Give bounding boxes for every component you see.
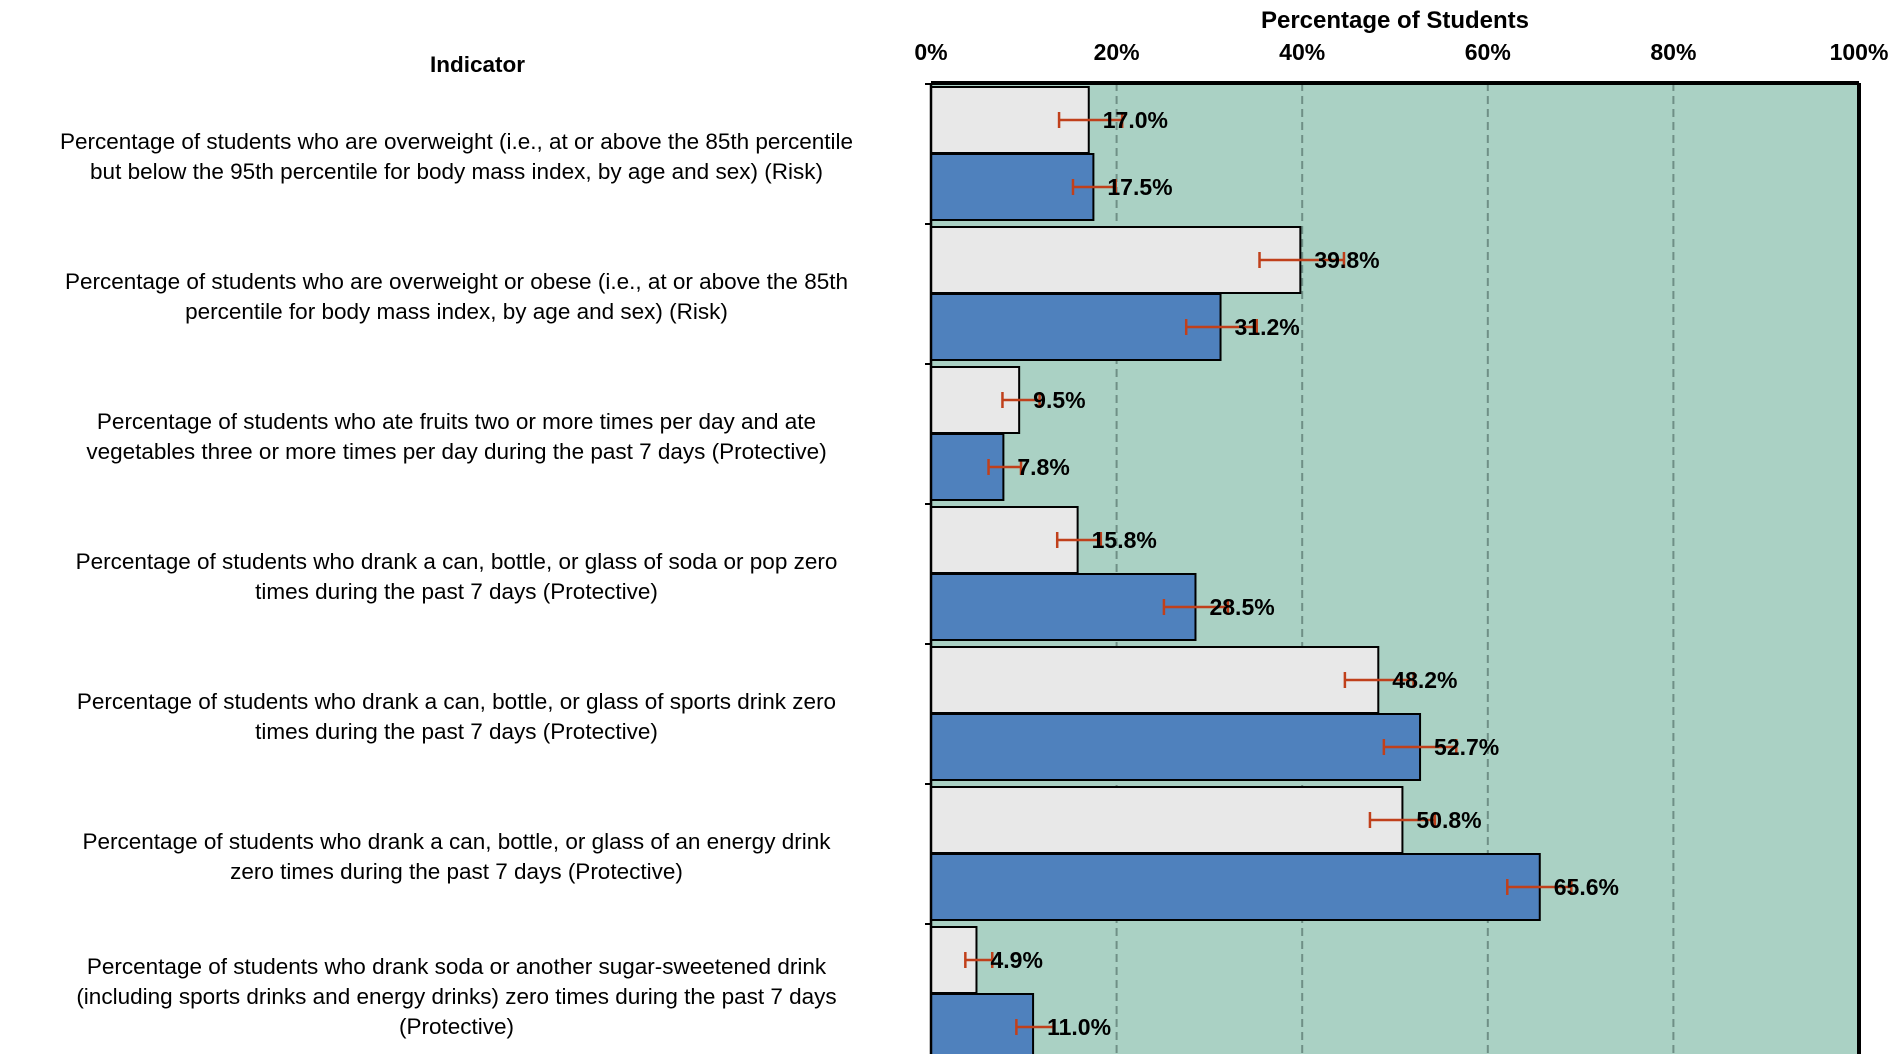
bar	[930, 993, 1035, 1054]
indicator-label-line: Percentage of students who drank a can, …	[82, 829, 831, 854]
indicator-label-line: Percentage of students who ate fruits tw…	[96, 409, 817, 434]
indicator-label-line: Percentage of students who are overweigh…	[65, 269, 848, 294]
indicator-label-line: zero times during the past 7 days (Prote…	[230, 859, 683, 884]
bar	[930, 646, 1380, 714]
indicator-label-line: Percentage of students who are overweigh…	[60, 129, 853, 154]
x-tick-label: 100%	[1830, 39, 1889, 65]
x-axis-title: Percentage of Students	[1260, 7, 1530, 34]
indicator-label-line: (Protective)	[398, 1014, 515, 1039]
bar	[930, 226, 1302, 294]
indicator-label: Percentage of students who are overweigh…	[0, 127, 913, 187]
indicator-label-line: Percentage of students who drank a can, …	[75, 549, 838, 574]
indicator-label-line: times during the past 7 days (Protective…	[255, 719, 658, 744]
data-label: 17.0%	[1103, 107, 1168, 133]
indicator-label-line: times during the past 7 days (Protective…	[255, 579, 658, 604]
data-label: 52.7%	[1434, 734, 1499, 760]
indicator-label-line: vegetables three or more times per day d…	[86, 439, 827, 464]
indicator-header: Indicator	[430, 52, 526, 77]
bar	[930, 153, 1095, 221]
bar	[930, 506, 1079, 574]
indicator-label: Percentage of students who drank a can, …	[0, 687, 913, 747]
indicator-label: Percentage of students who drank a can, …	[0, 547, 913, 607]
indicator-label: Percentage of students who ate fruits tw…	[0, 407, 913, 467]
data-label: 28.5%	[1209, 594, 1274, 620]
data-label: 31.2%	[1235, 314, 1300, 340]
bar	[930, 853, 1541, 921]
data-label: 15.8%	[1092, 527, 1157, 553]
data-label: 39.8%	[1314, 247, 1379, 273]
data-label: 48.2%	[1392, 667, 1457, 693]
indicator-label: Percentage of students who drank soda or…	[0, 952, 913, 1042]
indicator-label: Percentage of students who are overweigh…	[0, 267, 913, 327]
data-label: 50.8%	[1416, 807, 1481, 833]
x-tick-label: 80%	[1650, 39, 1696, 65]
data-label: 4.9%	[990, 947, 1042, 973]
indicator-label-line: percentile for body mass index, by age a…	[185, 299, 728, 324]
indicator-label-line: but below the 95th percentile for body m…	[90, 159, 823, 184]
x-tick-label: 40%	[1279, 39, 1325, 65]
x-tick-label: 60%	[1465, 39, 1511, 65]
data-label: 7.8%	[1017, 454, 1069, 480]
bar	[930, 293, 1222, 361]
data-label: 9.5%	[1033, 387, 1085, 413]
x-tick-label: 0%	[914, 39, 947, 65]
indicator-label: Percentage of students who drank a can, …	[0, 827, 913, 887]
data-label: 17.5%	[1107, 174, 1172, 200]
indicator-label-line: Percentage of students who drank a can, …	[76, 689, 837, 714]
data-label: 65.6%	[1554, 874, 1619, 900]
x-tick-label: 20%	[1094, 39, 1140, 65]
bar	[930, 573, 1197, 641]
bar	[930, 786, 1404, 854]
indicator-label-line: (including sports drinks and energy drin…	[76, 984, 837, 1009]
bar	[930, 713, 1422, 781]
data-label: 11.0%	[1047, 1014, 1111, 1040]
indicator-label-line: Percentage of students who drank soda or…	[86, 954, 827, 979]
